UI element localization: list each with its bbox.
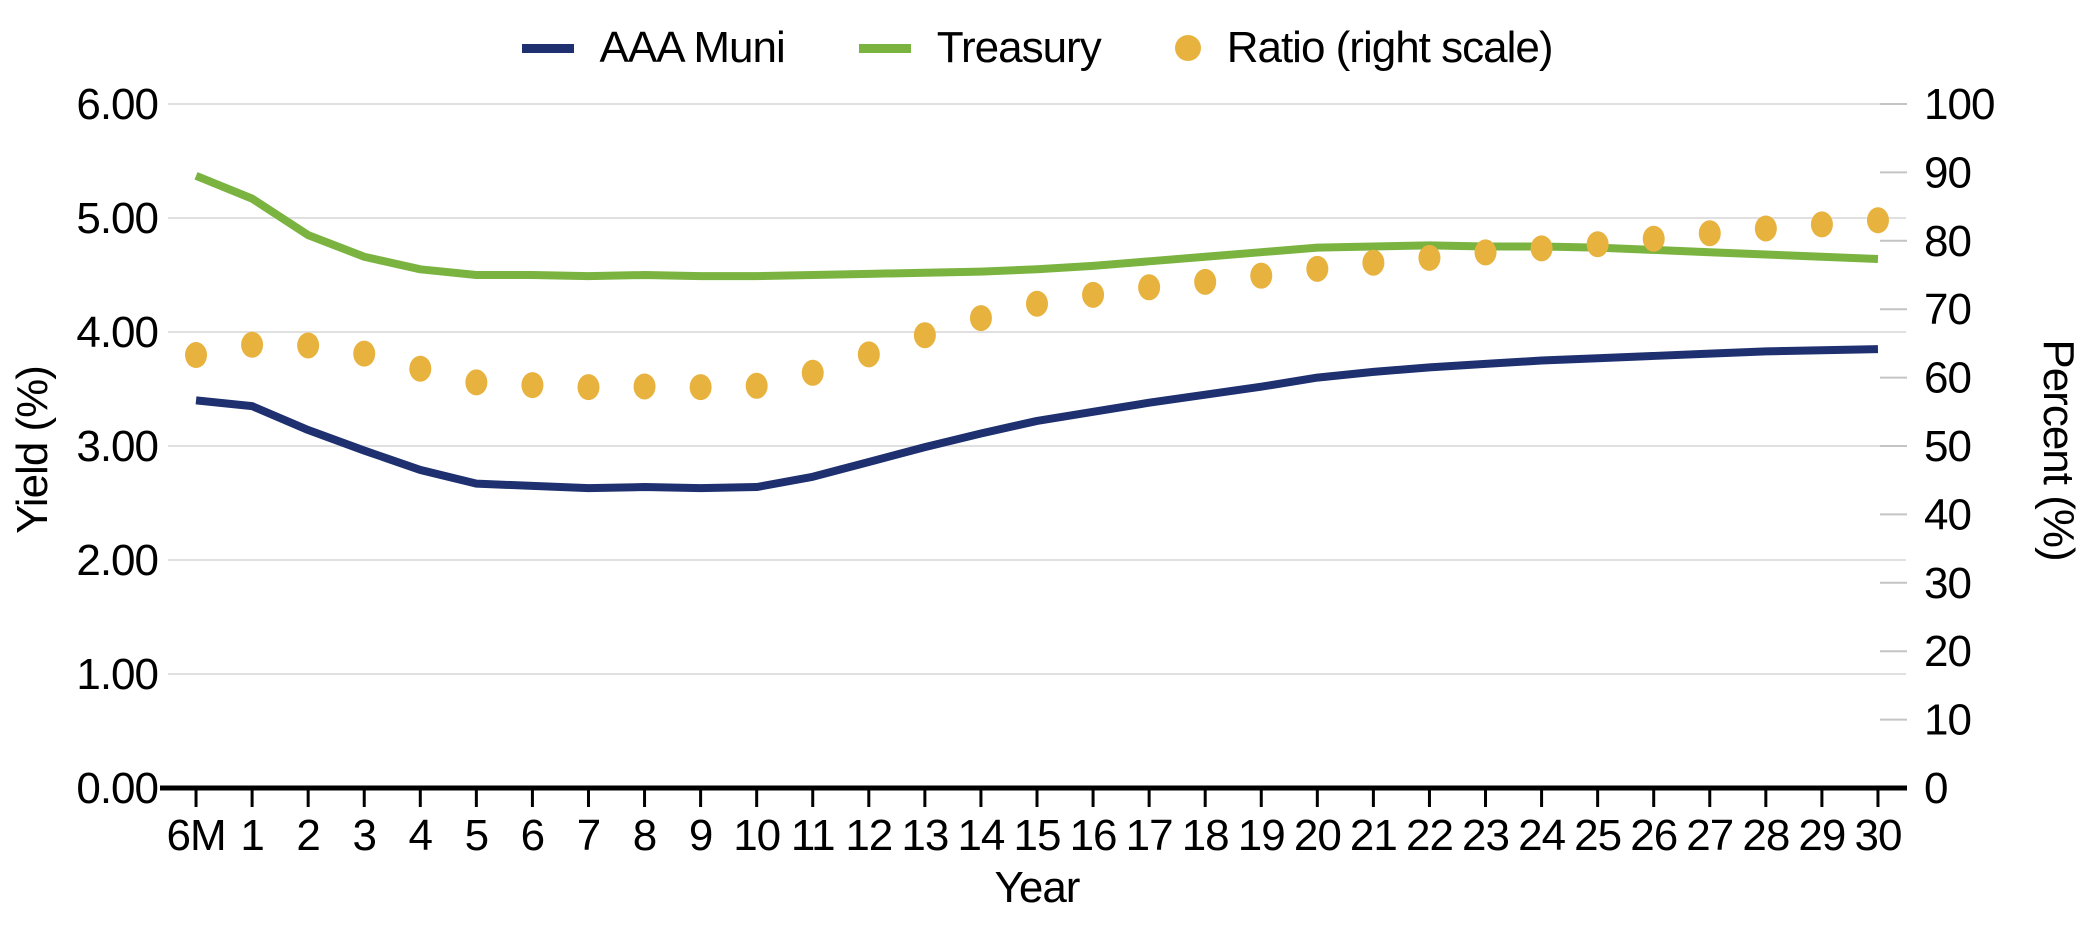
- series-point-ratio-right-scale: [1530, 235, 1553, 262]
- series-point-ratio-right-scale: [353, 340, 376, 367]
- legend-label-aaa-muni: AAA Muni: [599, 23, 786, 72]
- x-axis-tick-label: 20: [1294, 811, 1341, 860]
- x-axis-tick-label: 23: [1462, 811, 1509, 860]
- series-point-ratio-right-scale: [185, 342, 208, 369]
- x-axis-tick-label: 7: [577, 811, 600, 860]
- left-axis-tick-label: 6.00: [76, 80, 158, 129]
- right-axis-tick-label: 30: [1924, 559, 1971, 608]
- right-axis-tick-label: 60: [1924, 354, 1971, 403]
- series-point-ratio-right-scale: [913, 322, 936, 349]
- series-point-ratio-right-scale: [297, 332, 320, 359]
- series-point-ratio-right-scale: [1810, 211, 1833, 238]
- legend-item-aaa-muni: AAA Muni: [521, 23, 786, 72]
- left-axis-tick-label: 0.00: [76, 764, 158, 813]
- x-axis-tick-label: 22: [1406, 811, 1453, 860]
- right-axis-tick-label: 90: [1924, 148, 1971, 197]
- x-axis-tick-label: 6M: [166, 811, 225, 860]
- series-line-treasury: [194, 172, 1879, 281]
- series-point-ratio-right-scale: [633, 373, 656, 400]
- x-axis-tick-label: 29: [1798, 811, 1845, 860]
- series-line-aaa-muni: [195, 345, 1879, 493]
- x-axis-tick-label: 4: [409, 811, 433, 860]
- x-axis-tick-label: 16: [1070, 811, 1117, 860]
- aaa-muni-line-swatch: [521, 43, 574, 53]
- right-axis-tick-label: 80: [1924, 217, 1971, 266]
- x-axis-tick-label: 26: [1630, 811, 1677, 860]
- x-axis-tick-label: 15: [1014, 811, 1061, 860]
- right-axis-tick-label: 50: [1924, 422, 1971, 471]
- x-axis-tick-label: 12: [845, 811, 892, 860]
- series-point-ratio-right-scale: [241, 331, 264, 358]
- series-point-ratio-right-scale: [1194, 268, 1217, 295]
- series-point-ratio-right-scale: [1586, 231, 1609, 258]
- x-axis-tick-label: 5: [465, 811, 488, 860]
- series-point-ratio-right-scale: [1698, 220, 1721, 247]
- right-axis-tick-label: 10: [1924, 696, 1971, 745]
- left-axis-title: Yield (%): [8, 366, 57, 534]
- x-axis-title: Year: [995, 863, 1080, 912]
- x-axis-tick-label: 8: [633, 811, 656, 860]
- series-point-ratio-right-scale: [521, 372, 544, 399]
- series-point-ratio-right-scale: [1026, 290, 1048, 317]
- series-point-ratio-right-scale: [969, 305, 992, 332]
- series-point-ratio-right-scale: [1362, 249, 1385, 276]
- series-point-ratio-right-scale: [1866, 207, 1889, 234]
- left-axis-tick-label: 4.00: [76, 308, 158, 357]
- right-axis-tick-label: 40: [1924, 490, 1971, 539]
- series-point-ratio-right-scale: [689, 374, 712, 401]
- series-point-ratio-right-scale: [801, 359, 824, 386]
- series-point-ratio-right-scale: [465, 369, 488, 396]
- left-axis-tick-label: 5.00: [76, 194, 158, 243]
- x-axis-tick-label: 3: [352, 811, 375, 860]
- treasury-line-swatch: [858, 43, 911, 53]
- series-point-ratio-right-scale: [857, 341, 880, 368]
- x-axis-tick-label: 19: [1238, 811, 1285, 860]
- series-point-ratio-right-scale: [745, 372, 768, 399]
- right-axis-title: Percent (%): [2034, 339, 2083, 560]
- right-axis-tick-label: 70: [1924, 285, 1971, 334]
- series-point-ratio-right-scale: [1306, 255, 1329, 282]
- x-axis-tick-label: 30: [1854, 811, 1901, 860]
- series-point-ratio-right-scale: [1138, 274, 1161, 301]
- x-axis-tick-label: 14: [957, 811, 1004, 860]
- series-point-ratio-right-scale: [1418, 244, 1441, 271]
- x-axis-tick-label: 10: [733, 811, 780, 860]
- x-axis-tick-label: 24: [1518, 811, 1565, 860]
- legend-label-treasury: Treasury: [936, 23, 1102, 72]
- x-axis-tick-label: 18: [1182, 811, 1229, 860]
- x-axis-tick-label: 1: [240, 811, 263, 860]
- x-axis-tick-label: 25: [1574, 811, 1621, 860]
- series-point-ratio-right-scale: [409, 355, 432, 382]
- series-point-ratio-right-scale: [1754, 215, 1777, 242]
- x-axis-tick-label: 21: [1350, 811, 1397, 860]
- legend-label-ratio: Ratio (right scale): [1226, 23, 1554, 72]
- x-axis-tick-label: 28: [1742, 811, 1789, 860]
- series-point-ratio-right-scale: [1082, 281, 1105, 308]
- right-axis-tick-label: 100: [1924, 80, 1994, 129]
- series-point-ratio-right-scale: [577, 374, 600, 401]
- x-axis-tick-label: 11: [791, 811, 835, 860]
- x-axis-tick-label: 2: [296, 811, 319, 860]
- x-axis-tick-label: 13: [901, 811, 948, 860]
- left-axis-tick-label: 3.00: [76, 422, 158, 471]
- x-axis-tick-label: 27: [1686, 811, 1733, 860]
- series-point-ratio-right-scale: [1474, 239, 1497, 266]
- left-axis-tick-label: 1.00: [76, 650, 158, 699]
- ratio-dot-swatch: [1174, 35, 1201, 61]
- legend: AAA Muni Treasury Ratio (right scale): [168, 22, 1906, 74]
- x-axis-tick-label: 6: [521, 811, 544, 860]
- legend-item-ratio: Ratio (right scale): [1174, 23, 1554, 72]
- series-point-ratio-right-scale: [1642, 225, 1665, 252]
- x-axis-tick-label: 17: [1126, 811, 1173, 860]
- right-axis-tick-label: 0: [1924, 764, 1947, 813]
- series-point-ratio-right-scale: [1250, 262, 1273, 289]
- x-axis-tick-label: 9: [689, 811, 712, 860]
- left-axis-tick-label: 2.00: [76, 536, 158, 585]
- right-axis-tick-label: 20: [1924, 627, 1971, 676]
- legend-item-treasury: Treasury: [858, 23, 1102, 72]
